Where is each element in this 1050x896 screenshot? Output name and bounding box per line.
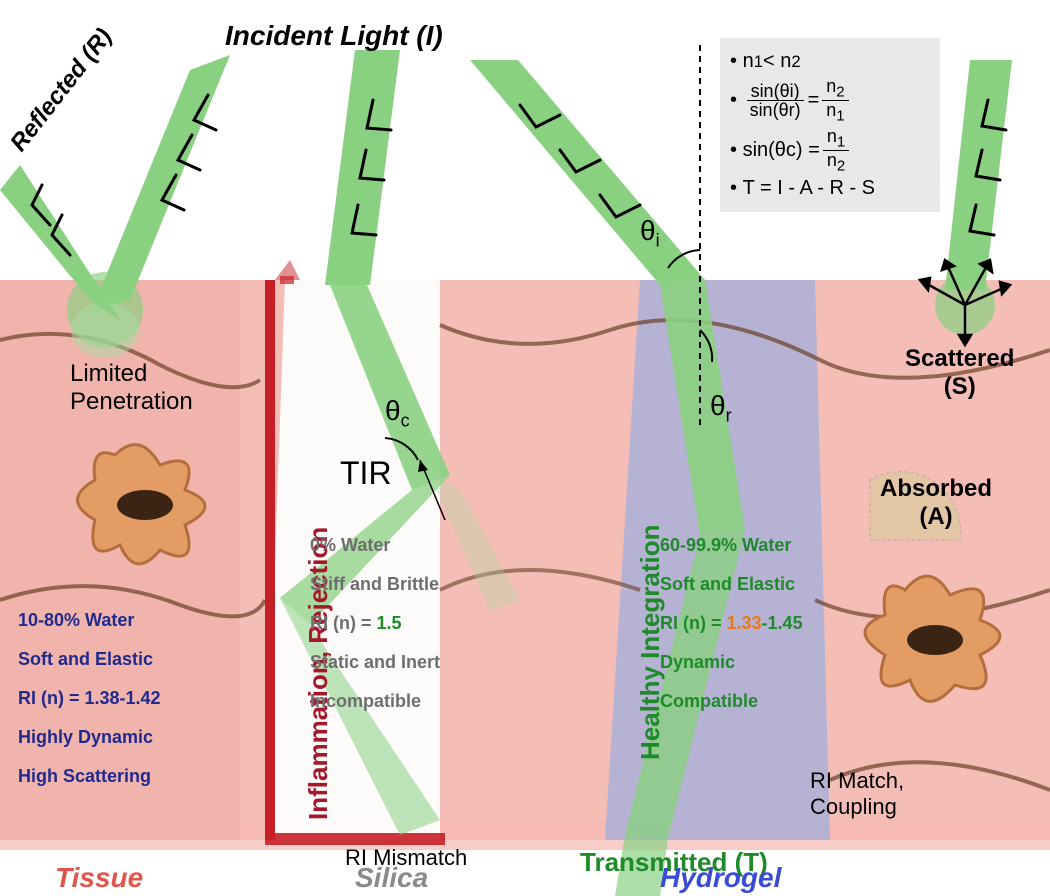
eq-4: • T = I - A - R - S: [730, 177, 930, 200]
hydrogel-label: Hydrogel: [660, 862, 781, 894]
limited-pen: Limited Penetration: [70, 360, 193, 416]
theta-r: θr: [710, 390, 732, 427]
tir-label: TIR: [340, 455, 392, 492]
eq-1: • n1 < n2: [730, 50, 930, 73]
incident-label: Incident Light (I): [225, 20, 443, 52]
cell-left: [78, 445, 206, 564]
tissue-props: 10-80% Water Soft and Elastic RI (n) = 1…: [18, 610, 161, 805]
equation-box: • n1 < n2 • sin(θi)sin(θr) = n2n1 • sin(…: [720, 38, 940, 212]
theta-c: θc: [385, 395, 410, 432]
silica-border-bot: [265, 833, 445, 845]
theta-i: θi: [640, 215, 660, 252]
silica-props: 0% Water Stiff and Brittle RI (n) = 1.5 …: [310, 535, 440, 730]
hydrogel-props: 60-99.9% Water Soft and Elastic RI (n) =…: [660, 535, 803, 730]
silica-border-left: [265, 280, 275, 840]
ri-match: RI Match, Coupling: [810, 768, 904, 820]
absorbed-label: Absorbed (A): [880, 475, 992, 531]
tissue-label: Tissue: [55, 862, 143, 894]
eq-2: • sin(θi)sin(θr) = n2n1: [730, 77, 930, 123]
silica-label: Silica: [355, 862, 428, 894]
cell-right: [865, 576, 1000, 701]
beam-incident-3: [470, 60, 705, 285]
scattered-label: Scattered (S): [905, 345, 1014, 401]
eq-3: • sin(θc) = n1n2: [730, 127, 930, 173]
